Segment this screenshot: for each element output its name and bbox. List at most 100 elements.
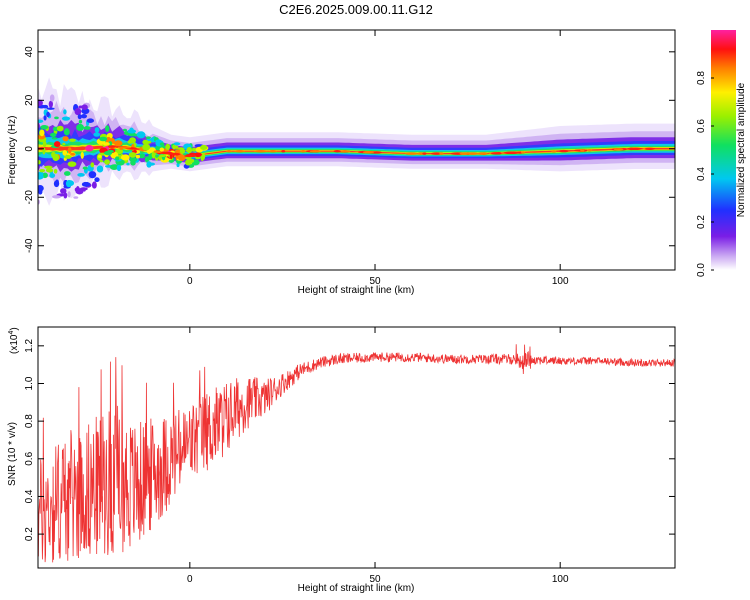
snr-y-axis-label: SNR (10 * v/v) xyxy=(7,422,18,486)
spectrogram-noise-blob xyxy=(40,125,49,130)
spectrogram-noise-blob xyxy=(105,125,110,133)
spectrogram-noise-blob xyxy=(200,155,205,162)
spectrogram-noise-blob xyxy=(46,111,50,118)
spectrogram-noise-blob xyxy=(63,171,71,176)
spectrogram-noise-blob xyxy=(62,142,66,146)
snr-multiplier-base: (x10 xyxy=(9,334,20,354)
spectrogram-y-axis-label: Frequency (Hz) xyxy=(7,116,18,185)
spectrogram-hotspot xyxy=(422,152,427,155)
colorbar-ticks: 0.0 0.2 0.4 0.6 0.8 xyxy=(696,71,714,277)
spectrogram-noise-blob xyxy=(73,196,79,199)
spectrogram-noise-blob xyxy=(159,154,167,157)
spectrogram-x-axis-label: Height of straight line (km) xyxy=(298,285,415,296)
spectrogram-noise-blob xyxy=(94,127,100,133)
spectrogram-noise-blob xyxy=(85,145,94,152)
spectrogram-noise-blob xyxy=(90,162,95,168)
spectrogram-noise-blob xyxy=(176,162,180,168)
spectrogram-hotspot xyxy=(300,150,306,153)
spectrogram-noise-blob xyxy=(38,160,41,165)
spectrogram-noise-blob xyxy=(165,143,171,151)
spectrogram-noise-blob xyxy=(68,138,76,142)
spectrogram-hotspot xyxy=(631,147,643,150)
spectrogram-hotspot xyxy=(184,154,194,158)
spectrogram-noise-blob xyxy=(60,188,67,194)
spectrogram-noise-blob xyxy=(43,115,47,121)
colorbar-tick-label: 0.8 xyxy=(696,71,707,85)
spectrogram-noise-blob xyxy=(122,128,128,132)
spectrogram-noise-blob xyxy=(77,114,82,120)
spectrogram-hotspot xyxy=(281,150,286,153)
spectrogram-hotspot xyxy=(430,152,443,155)
spectrogram-noise-blob xyxy=(95,178,99,182)
snr-series-line xyxy=(38,344,675,563)
spectrogram-noise-blob xyxy=(173,142,181,146)
spectrogram-hotspot xyxy=(586,149,593,152)
spectrogram-noise-blob xyxy=(49,94,55,102)
spectrogram-noise-blob xyxy=(42,140,47,148)
spectrogram-noise-blob xyxy=(103,150,113,156)
spectrogram-hotspot xyxy=(333,150,341,153)
spectrogram-noise-blob xyxy=(120,154,130,161)
spectrogram-noise-blob xyxy=(114,140,123,147)
snr-frame xyxy=(37,326,676,569)
spectrogram-noise-blob xyxy=(80,151,84,159)
spectrogram-noise-blob xyxy=(200,144,208,151)
snr-x-tick-label: 50 xyxy=(369,574,381,585)
spectrogram-noise-blob xyxy=(82,166,88,170)
spectrogram-noise-blob xyxy=(86,118,95,123)
spectrogram-y-tick-label: 20 xyxy=(24,94,35,106)
spectrogram-noise-blob xyxy=(159,147,165,152)
spectrogram-noise-blob xyxy=(142,139,149,145)
spectrogram-hotspot xyxy=(551,150,557,153)
spectrogram-noise-blob xyxy=(38,99,43,107)
spectrogram-hotspot xyxy=(559,149,569,153)
spectrogram-hotspot xyxy=(362,151,375,154)
spectrogram-noise-blob xyxy=(51,137,58,140)
snr-y-tick-label: 0.8 xyxy=(24,414,35,428)
spectrogram-noise-blob xyxy=(39,168,46,173)
spectrogram-noise-blob xyxy=(136,131,146,139)
spectrogram-noise-blob xyxy=(56,125,64,132)
spectrogram-hotspot xyxy=(580,149,585,152)
spectrogram-y-tick-label: 0 xyxy=(24,146,35,152)
spectrogram-noise-blob xyxy=(63,128,70,136)
spectrogram-noise-blob xyxy=(49,173,56,178)
spectrogram-heatmap xyxy=(38,77,675,206)
spectrogram-band-layer xyxy=(38,145,675,157)
spectrogram-noise-blob xyxy=(77,172,85,177)
spectrogram-x-tick-label: 100 xyxy=(552,276,569,287)
spectrogram-hotspot xyxy=(226,150,232,153)
spectrogram-noise-blob xyxy=(51,151,56,158)
spectrogram-hotspot xyxy=(404,152,418,155)
colorbar-tick-label: 0.4 xyxy=(696,167,707,181)
spectrogram-noise-blob xyxy=(74,107,82,116)
spectrogram-noise-blob xyxy=(75,188,84,195)
spectrogram-hotspot xyxy=(481,152,488,155)
spectrogram-noise-blob xyxy=(48,100,53,108)
snr-y-tick-label: 0.2 xyxy=(24,527,35,541)
chart-title: C2E6.2025.009.00.11.G12 xyxy=(279,2,433,17)
spectrogram-noise-blob xyxy=(142,143,151,151)
spectrogram-noise-blob xyxy=(62,150,68,156)
snr-x-tick-label: 100 xyxy=(552,574,569,585)
spectrogram-noise-blob xyxy=(96,165,104,173)
spectrogram-noise-blob xyxy=(93,132,101,137)
spectrogram-noise-blob xyxy=(116,164,122,172)
spectrogram-noise-blob xyxy=(88,171,97,179)
spectrogram-y-tick-label: -20 xyxy=(24,190,35,205)
spectrogram-noise-blob xyxy=(186,146,192,154)
spectrogram-noise-blob xyxy=(81,181,91,187)
colorbar-tick-label: 0.2 xyxy=(696,215,707,229)
spectrogram-noise-blob xyxy=(38,119,44,124)
spectrogram-x-tick-label: 0 xyxy=(187,276,193,287)
colorbar-label: Normalized spectral amplitude xyxy=(736,82,747,217)
spectrogram-noise-blob xyxy=(39,129,45,137)
spectrogram-noise-blob xyxy=(67,147,72,154)
spectrogram-noise-blob xyxy=(177,154,186,161)
spectrogram-noise-blob xyxy=(53,180,60,188)
spectrogram-noise-blob xyxy=(115,156,120,161)
colorbar-tick-label: 0.0 xyxy=(696,263,707,277)
spectrogram-hotspot xyxy=(253,150,268,153)
snr-panel: 0 50 100 0.2 0.4 0.6 0.8 1.0 1.2 Height of strai… xyxy=(7,326,676,594)
